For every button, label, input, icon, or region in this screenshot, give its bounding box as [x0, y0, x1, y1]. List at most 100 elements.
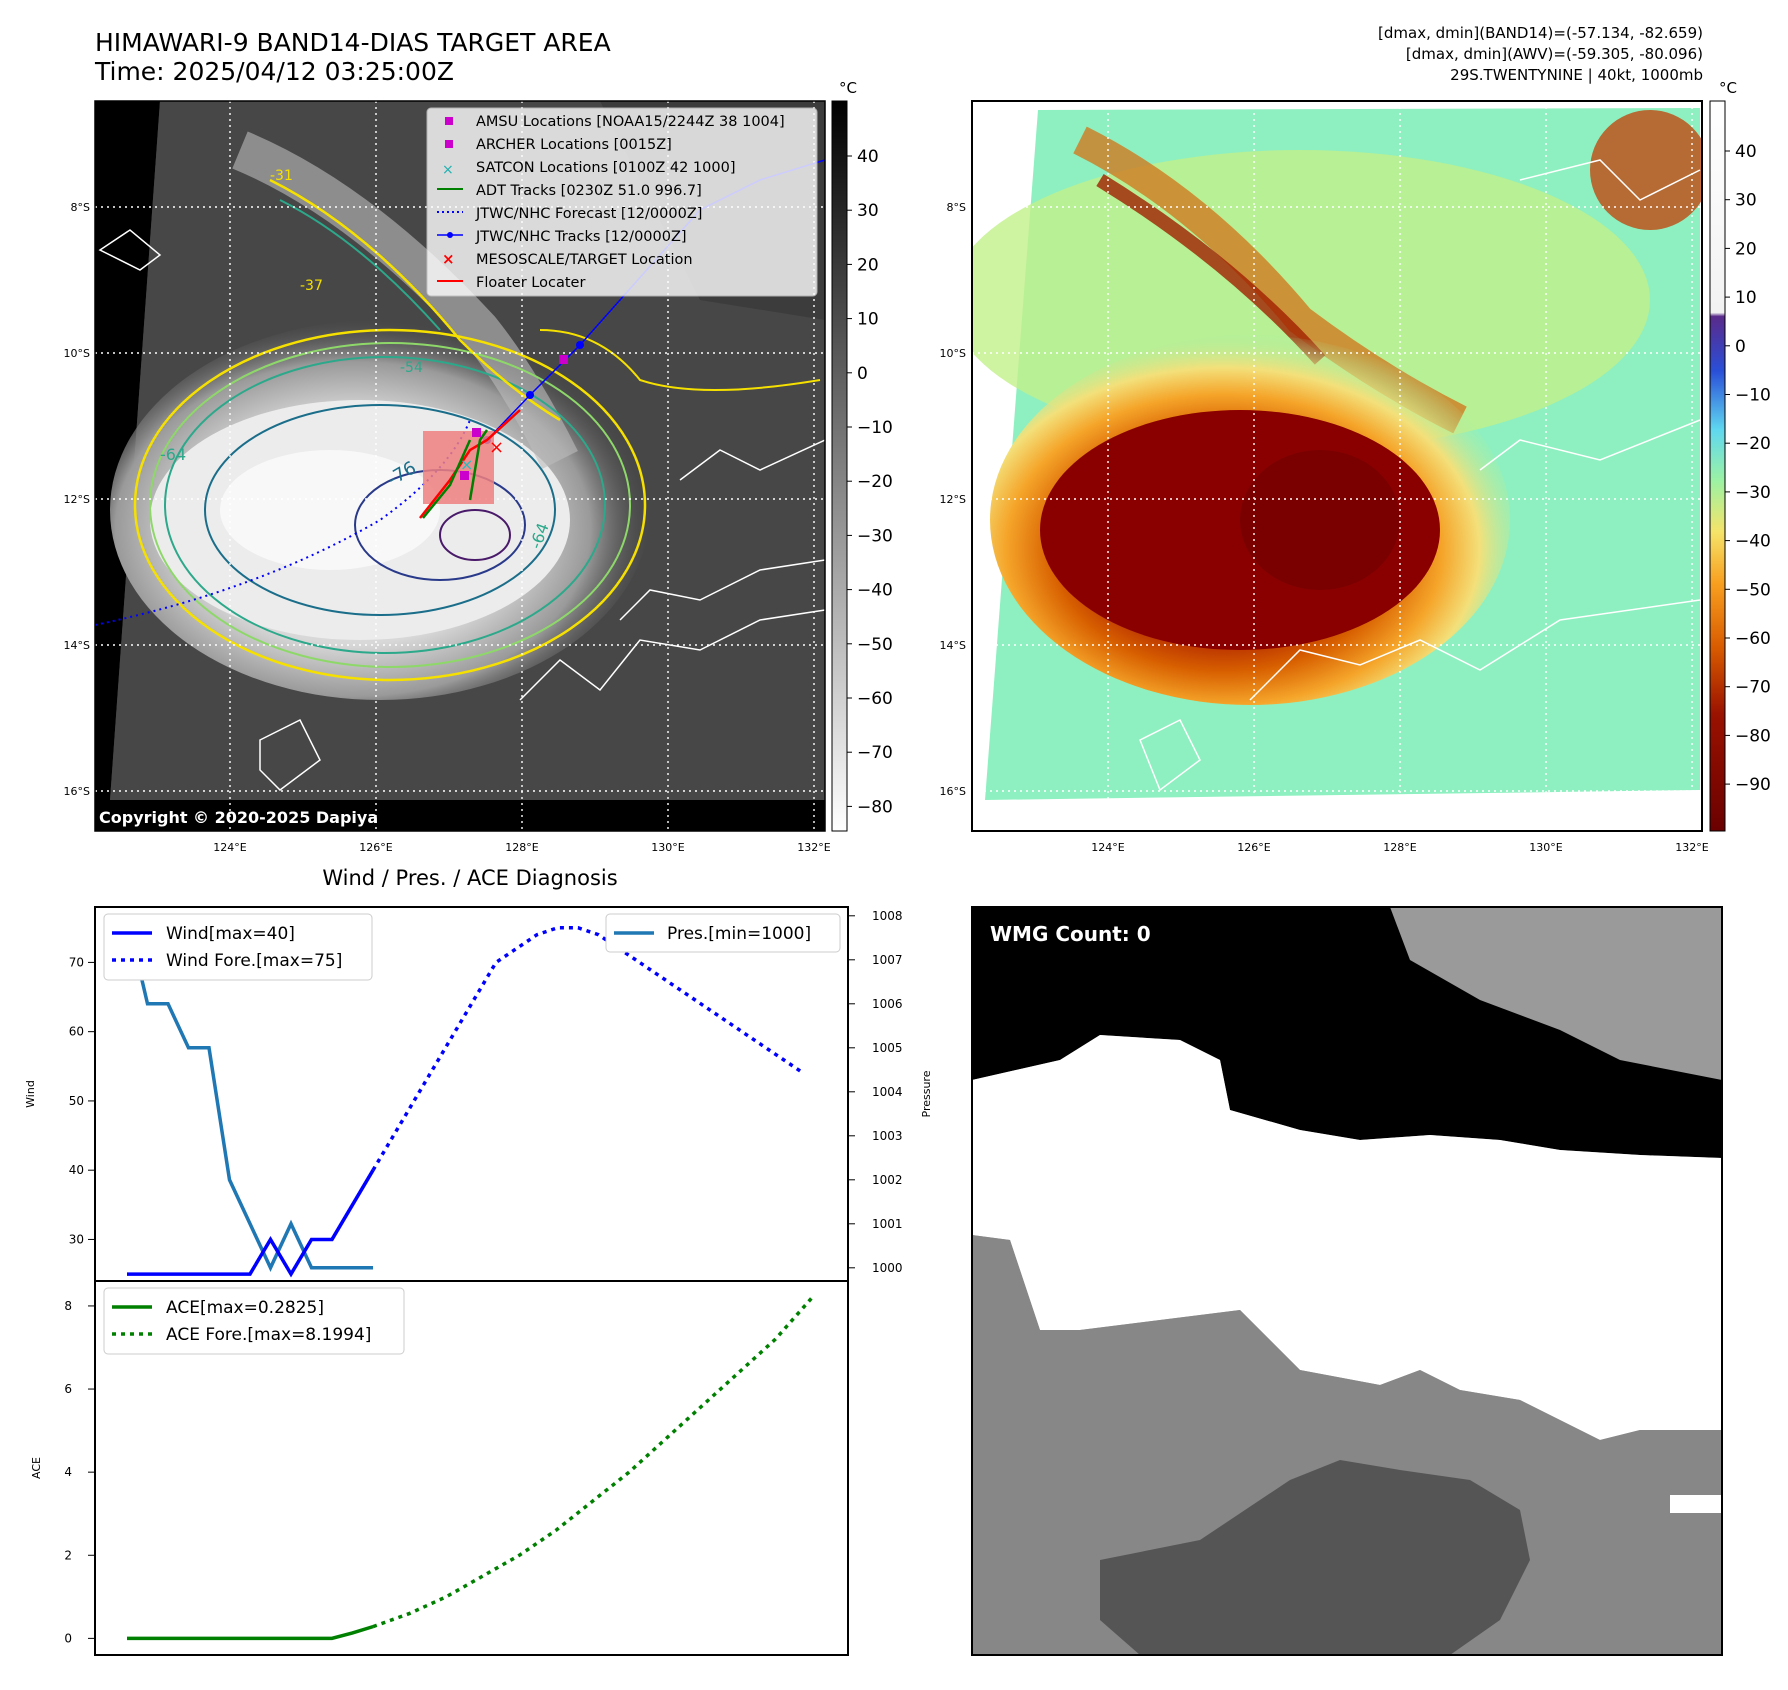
- legend-wind-fore: Wind Fore.[max=75]: [166, 951, 342, 971]
- map-legend: × × AMSU Locations [NOAA15/2244Z 38 1004…: [426, 107, 818, 297]
- color-colorbar-tick: −90: [1735, 775, 1771, 795]
- gray-colorbar-tick: 20: [857, 255, 879, 275]
- lat-label-10s-r: 10°S: [940, 347, 966, 360]
- contour-label-64a: -64: [160, 445, 186, 464]
- wind-line: [127, 1169, 375, 1278]
- legend-amsu: AMSU Locations [NOAA15/2244Z 38 1004]: [476, 114, 785, 130]
- pressure-tick: 1002: [872, 1173, 903, 1187]
- svg-text:×: ×: [442, 250, 455, 268]
- gray-colorbar-tick: 40: [857, 147, 879, 167]
- lat-label-12s: 12°S: [64, 493, 90, 506]
- ace-tick: 4: [64, 1465, 72, 1479]
- contour-label-37: -37: [300, 278, 323, 294]
- pressure-axis-label: Pressure: [920, 1070, 933, 1117]
- gray-colorbar-tick: −70: [857, 743, 893, 763]
- color-colorbar-tick: 0: [1735, 337, 1746, 357]
- ace-line: [127, 1624, 374, 1641]
- ace-forecast-line: [372, 1296, 814, 1629]
- lon-label-130e: 130°E: [651, 841, 684, 854]
- color-awv-map: 8°S 10°S 12°S 14°S 16°S 124°E 126°E 128°…: [940, 100, 1709, 854]
- wind-tick: 70: [69, 955, 84, 969]
- color-colorbar-tick: 20: [1735, 239, 1757, 259]
- storm-info: 29S.TWENTYNINE | 40kt, 1000mb: [1450, 66, 1703, 84]
- wind-legend: Wind[max=40] Wind Fore.[max=75]: [103, 913, 373, 981]
- legend-adt: ADT Tracks [0230Z 51.0 996.7]: [476, 183, 702, 199]
- wmg-count-label: WMG Count: 0: [990, 922, 1151, 946]
- lon-label-124e: 124°E: [213, 841, 246, 854]
- svg-text:×: ×: [460, 455, 473, 474]
- svg-text:×: ×: [489, 437, 504, 458]
- contour-label-31: -31: [270, 168, 293, 184]
- gray-colorbar-unit: °C: [839, 79, 857, 97]
- legend-floater: Floater Locater: [476, 275, 585, 291]
- color-colorbar-tick: −80: [1735, 726, 1771, 746]
- lat-label-12s-r: 12°S: [940, 493, 966, 506]
- lon-label-128e-r: 128°E: [1383, 841, 1416, 854]
- lon-label-130e-r: 130°E: [1529, 841, 1562, 854]
- wind-forecast-line: [371, 926, 805, 1172]
- pressure-tick: 1005: [872, 1041, 903, 1055]
- lat-label-8s: 8°S: [71, 201, 90, 214]
- figure-time: Time: 2025/04/12 03:25:00Z: [94, 57, 454, 86]
- wind-axis-label: Wind: [24, 1080, 37, 1108]
- diagnosis-title: Wind / Pres. / ACE Diagnosis: [322, 866, 617, 890]
- gray-colorbar: °C 40 30 20 10 0 −10 −20 −30 −40 −50 −60 −70 −80: [831, 79, 893, 832]
- gray-colorbar-tick: −20: [857, 472, 893, 492]
- color-colorbar-tick: −10: [1735, 386, 1771, 406]
- ace-axis-label: ACE: [30, 1457, 43, 1479]
- lon-label-132e: 132°E: [797, 841, 830, 854]
- lat-label-16s: 16°S: [64, 785, 90, 798]
- floater-locater: [419, 409, 521, 519]
- lat-label-16s-r: 16°S: [940, 785, 966, 798]
- gray-colorbar-tick: −30: [857, 526, 893, 546]
- legend-archer: ARCHER Locations [0015Z]: [476, 137, 672, 153]
- gray-colorbar-tick: −10: [857, 418, 893, 438]
- gray-colorbar-tick: −40: [857, 581, 893, 601]
- legend-wind: Wind[max=40]: [166, 924, 295, 944]
- wmg-panel: WMG Count: 0: [971, 906, 1723, 1656]
- color-colorbar-tick: −50: [1735, 580, 1771, 600]
- svg-text:×: ×: [442, 162, 454, 178]
- figure-title: HIMAWARI-9 BAND14-DIAS TARGET AREA: [95, 28, 611, 57]
- pressure-tick: 1004: [872, 1085, 903, 1099]
- ace-tick: 6: [64, 1382, 72, 1396]
- legend-mesoscale: MESOSCALE/TARGET Location: [476, 252, 693, 268]
- forecast-track: [95, 419, 471, 626]
- wind-tick: 50: [69, 1094, 84, 1108]
- legend-ace: ACE[max=0.2825]: [166, 1298, 324, 1318]
- lon-label-128e: 128°E: [505, 841, 538, 854]
- color-colorbar-tick: −30: [1735, 483, 1771, 503]
- ace-legend: ACE[max=0.2825] ACE Fore.[max=8.1994]: [103, 1287, 405, 1355]
- color-colorbar-tick: 30: [1735, 191, 1757, 211]
- color-colorbar-tick: −20: [1735, 434, 1771, 454]
- gray-colorbar-tick: 30: [857, 201, 879, 221]
- lat-label-10s: 10°S: [64, 347, 90, 360]
- color-colorbar-tick: 40: [1735, 142, 1757, 162]
- grayscale-ir-map: × × -76 -64 -31 -37 -54 -64 Copyright © …: [64, 100, 831, 854]
- legend-jtwc: JTWC/NHC Tracks [12/0000Z]: [475, 229, 687, 245]
- wind-tick: 60: [69, 1025, 84, 1039]
- lon-label-132e-r: 132°E: [1675, 841, 1708, 854]
- legend-ace-fore: ACE Fore.[max=8.1994]: [166, 1325, 371, 1345]
- ace-tick: 0: [64, 1631, 72, 1645]
- ace-chart: 0 2 4 6 8 ACE ACE[max=0.2825] ACE Fore.[max=…: [30, 1280, 849, 1656]
- pressure-legend: Pres.[min=1000]: [605, 913, 841, 953]
- pressure-tick: 1006: [872, 997, 903, 1011]
- gray-colorbar-tick: −80: [857, 797, 893, 817]
- gray-colorbar-tick: 10: [857, 310, 879, 330]
- legend-forecast: JTWC/NHC Forecast [12/0000Z]: [475, 206, 702, 222]
- lat-label-14s-r: 14°S: [940, 639, 966, 652]
- wind-tick: 30: [69, 1232, 84, 1246]
- wind-pressure-chart: 30 40 50 60 70 1000 1001 1002 1003 1004 1005 1006 1…: [24, 906, 933, 1282]
- lon-label-126e-r: 126°E: [1237, 841, 1270, 854]
- color-colorbar-tick: 10: [1735, 288, 1757, 308]
- pressure-tick: 1003: [872, 1129, 903, 1143]
- lon-label-126e: 126°E: [359, 841, 392, 854]
- dmax-awv: [dmax, dmin](AWV)=(-59.305, -80.096): [1406, 45, 1703, 63]
- color-colorbar-tick: −40: [1735, 532, 1771, 552]
- pressure-tick: 1007: [872, 953, 903, 967]
- pressure-line: [125, 915, 373, 1272]
- adt-track: [422, 439, 472, 519]
- lat-label-14s: 14°S: [64, 639, 90, 652]
- gray-colorbar-tick: −60: [857, 689, 893, 709]
